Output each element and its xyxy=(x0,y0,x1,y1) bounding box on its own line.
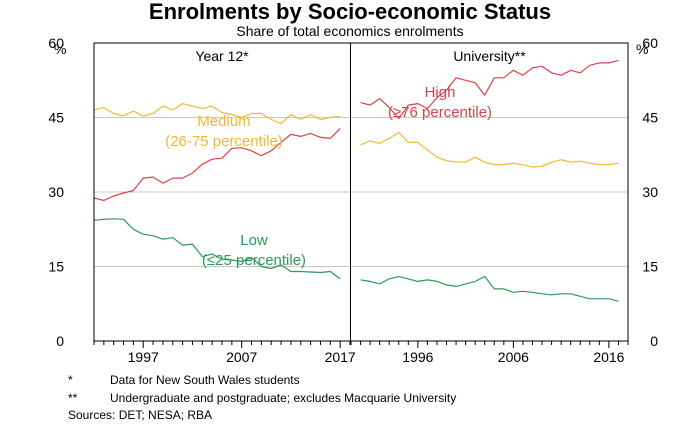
footnote-1-text: Data for New South Wales students xyxy=(110,373,300,387)
y-tick-left-15: 15 xyxy=(48,259,64,275)
series-line-university-medium xyxy=(360,131,619,168)
x-tick-label-1-2016: 2016 xyxy=(593,349,624,365)
panel-title-university: University** xyxy=(453,48,526,64)
y-tick-left-0: 0 xyxy=(56,333,64,349)
x-tick-label-0-2007: 2007 xyxy=(226,349,257,365)
chart-title: Enrolments by Socio-economic Status xyxy=(148,0,552,24)
y-tick-right-0: 0 xyxy=(650,333,658,349)
y-tick-right-45: 45 xyxy=(642,110,658,126)
series-label-low: Low xyxy=(240,232,268,249)
footnote-2: ** Undergraduate and postgraduate; exclud… xyxy=(68,391,456,405)
chart-subtitle: Share of total economics enrolments xyxy=(236,23,464,39)
series-label-high: High xyxy=(425,84,456,101)
sources-note: Sources: DET; NESA; RBA xyxy=(68,408,213,422)
footnote-1: * Data for New South Wales students xyxy=(68,373,300,387)
y-tick-right-60: 60 xyxy=(642,35,658,51)
x-tick-label-0-1997: 1997 xyxy=(128,349,159,365)
x-tick-label-0-2017: 2017 xyxy=(325,349,356,365)
y-unit-left: % xyxy=(54,41,66,57)
series-line-year12-low xyxy=(93,218,341,280)
series-label-high-range: (≥76 percentile) xyxy=(388,104,492,121)
x-tick-label-1-1996: 1996 xyxy=(402,349,433,365)
series-line-university-high xyxy=(360,59,619,120)
series-line-year12-high xyxy=(93,127,341,201)
y-tick-right-15: 15 xyxy=(642,259,658,275)
y-tick-left-30: 30 xyxy=(48,184,64,200)
panel-title-year12: Year 12* xyxy=(195,48,249,64)
series-line-university-low xyxy=(360,275,619,302)
y-tick-left-60: 60 xyxy=(48,35,64,51)
x-tick-label-1-2006: 2006 xyxy=(498,349,529,365)
footnote-2-text: Undergraduate and postgraduate; excludes… xyxy=(110,391,457,405)
series-label-medium: Medium xyxy=(197,113,250,130)
y-tick-right-30: 30 xyxy=(642,184,658,200)
series-line-year12-medium xyxy=(93,102,341,125)
footnote-1-mark: * xyxy=(68,373,73,387)
y-tick-left-45: 45 xyxy=(48,110,64,126)
series-label-low-range: (≤25 percentile) xyxy=(202,252,306,269)
footnote-2-mark: ** xyxy=(68,391,78,405)
series-label-medium-range: (26-75 percentile) xyxy=(165,133,283,150)
y-unit-right: % xyxy=(636,41,648,57)
